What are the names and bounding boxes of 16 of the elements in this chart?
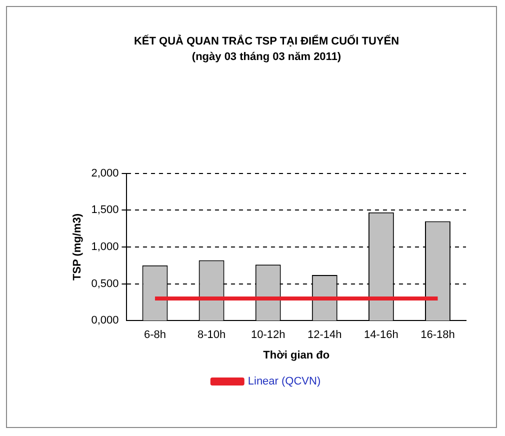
chart-title: KẾT QUẢ QUAN TRẮC TSP TẠI ĐIỂM CUỐI TUYẾN [134, 34, 400, 48]
y-axis-title: TSP (mg/m3) [72, 213, 84, 281]
y-tick-label: 0,000 [91, 314, 119, 327]
legend-label: Linear (QCVN) [248, 376, 321, 388]
y-tick-label: 0,500 [91, 278, 119, 290]
x-tick-label: 12-14h [308, 329, 342, 342]
x-tick-label: 8-10h [197, 329, 226, 342]
x-tick-label: 16-18h [420, 329, 455, 342]
y-tick-label: 1,000 [91, 241, 119, 254]
x-tick-label: 14-16h [364, 329, 398, 342]
x-axis-title: Thời gian đo [263, 349, 330, 362]
x-tick-label: 10-12h [250, 329, 286, 342]
y-tick-label: 1,500 [91, 204, 119, 216]
chart-subtitle: (ngày 03 tháng 03 năm 2011) [192, 50, 342, 63]
y-tick-label: 2,000 [91, 167, 119, 180]
x-tick-label: 6-8h [144, 329, 166, 342]
